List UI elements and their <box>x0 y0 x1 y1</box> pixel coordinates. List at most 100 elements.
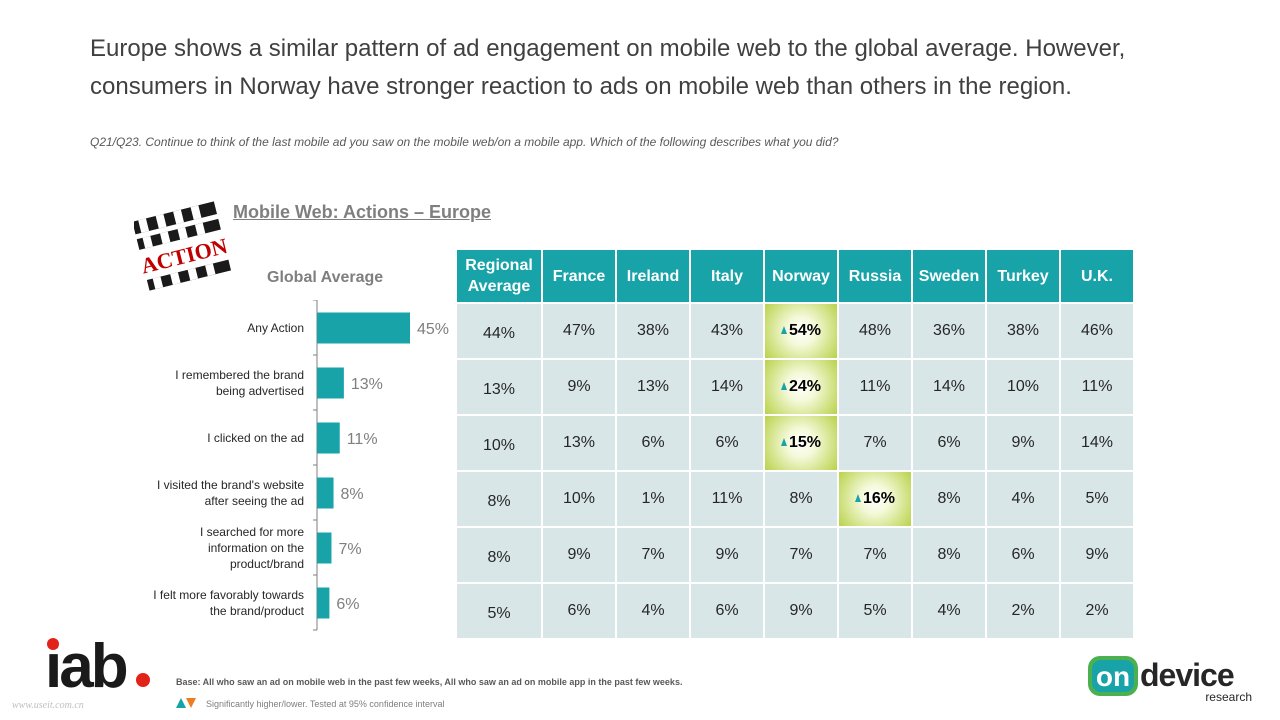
column-header: Regional Average <box>457 250 541 302</box>
table-row: 44% 47% 38% 43% 54% 48% 36% 38% 46% <box>457 304 1133 358</box>
significantly-higher-icon <box>780 382 787 390</box>
ondevice-logo-device: device <box>1140 657 1234 693</box>
action-clapperboard-icon: ACTION <box>134 201 232 291</box>
ondevice-logo-research: research <box>1205 690 1252 704</box>
arrow-down-icon <box>186 698 196 708</box>
table-cell: 9% <box>691 528 763 582</box>
table-cell: 7% <box>617 528 689 582</box>
table-cell: 43% <box>691 304 763 358</box>
column-header: Sweden <box>913 250 985 302</box>
category-label: I searched for more information on the pro… <box>200 525 304 571</box>
regional-average-cell: 8% <box>457 528 541 582</box>
table-header-row: Regional Average France Ireland Italy Norway R… <box>457 250 1133 302</box>
table-cell: 4% <box>617 584 689 638</box>
table-cell: 38% <box>617 304 689 358</box>
bar-value-label: 11% <box>347 431 378 448</box>
column-header: Italy <box>691 250 763 302</box>
table-cell: 9% <box>543 360 615 414</box>
table-row: 8% 10% 1% 11% 8% 16% 8% 4% 5% <box>457 472 1133 526</box>
table-cell: 6% <box>913 416 985 470</box>
column-header: France <box>543 250 615 302</box>
table-cell: 5% <box>839 584 911 638</box>
table-cell: 47% <box>543 304 615 358</box>
table-cell: 48% <box>839 304 911 358</box>
chart-title: Mobile Web: Actions – Europe <box>233 202 492 222</box>
global-average-title: Global Average <box>267 269 384 286</box>
regional-average-cell: 5% <box>457 584 541 638</box>
column-header: Turkey <box>987 250 1059 302</box>
watermark: www.useit.com.cn <box>12 700 84 711</box>
table-cell: 15% <box>765 416 837 470</box>
base-note: Base: All who saw an ad on mobile web in… <box>176 677 683 687</box>
table-cell: 14% <box>1061 416 1133 470</box>
table-cell: 11% <box>691 472 763 526</box>
arrow-up-icon <box>176 698 186 708</box>
table-cell: 6% <box>543 584 615 638</box>
table-row: 8% 9% 7% 9% 7% 7% 8% 6% 9% <box>457 528 1133 582</box>
table-cell: 6% <box>617 416 689 470</box>
table-cell: 14% <box>691 360 763 414</box>
category-label: I visited the brand's website after seein… <box>157 478 304 508</box>
bar <box>317 477 334 509</box>
survey-question: Q21/Q23. Continue to think of the last m… <box>90 135 839 149</box>
ondevice-research-logo: on device research <box>1088 656 1252 704</box>
regional-table: Regional Average France Ireland Italy Norway R… <box>455 248 1135 640</box>
bar-value-label: 13% <box>351 376 383 393</box>
table-cell: 4% <box>987 472 1059 526</box>
table-cell: 36% <box>913 304 985 358</box>
bar <box>317 367 344 399</box>
category-label: I felt more favorably towards the brand/p… <box>153 588 304 618</box>
bar <box>317 422 340 454</box>
table-cell: 46% <box>1061 304 1133 358</box>
table-cell: 24% <box>765 360 837 414</box>
global-average-bar-chart: 45% Any Action 13% I remembered the brand be… <box>153 300 449 631</box>
table-row: 13% 9% 13% 14% 24% 11% 14% 10% 11% <box>457 360 1133 414</box>
table-cell: 7% <box>839 416 911 470</box>
bar-value-label: 6% <box>336 596 359 613</box>
table-cell: 10% <box>987 360 1059 414</box>
regional-average-cell: 13% <box>457 360 541 414</box>
column-header: U.K. <box>1061 250 1133 302</box>
table-cell: 8% <box>765 472 837 526</box>
significantly-higher-icon <box>780 438 787 446</box>
table-cell: 11% <box>839 360 911 414</box>
table-cell: 7% <box>765 528 837 582</box>
headline: Europe shows a similar pattern of ad eng… <box>90 35 1126 100</box>
table-cell: 6% <box>691 416 763 470</box>
table-cell: 8% <box>913 472 985 526</box>
table-row: 5% 6% 4% 6% 9% 5% 4% 2% 2% <box>457 584 1133 638</box>
regional-average-cell: 10% <box>457 416 541 470</box>
table-cell: 8% <box>913 528 985 582</box>
table-cell: 9% <box>987 416 1059 470</box>
significantly-higher-icon <box>854 494 861 502</box>
table-cell: 14% <box>913 360 985 414</box>
bar <box>317 532 332 564</box>
bar-value-label: 8% <box>341 486 364 503</box>
bar <box>317 312 410 344</box>
table-cell: 6% <box>987 528 1059 582</box>
significantly-higher-icon <box>780 326 787 334</box>
table-cell: 16% <box>839 472 911 526</box>
column-header: Ireland <box>617 250 689 302</box>
category-label: I clicked on the ad <box>207 431 304 445</box>
table-cell: 2% <box>1061 584 1133 638</box>
table-cell: 2% <box>987 584 1059 638</box>
table-cell: 5% <box>1061 472 1133 526</box>
table-cell: 10% <box>543 472 615 526</box>
significance-legend: Significantly higher/lower. Tested at 95… <box>176 698 444 709</box>
iab-logo: iab <box>45 635 150 695</box>
column-header: Russia <box>839 250 911 302</box>
table-cell: 9% <box>1061 528 1133 582</box>
table-cell: 11% <box>1061 360 1133 414</box>
table-cell: 9% <box>765 584 837 638</box>
column-header: Norway <box>765 250 837 302</box>
regional-average-cell: 44% <box>457 304 541 358</box>
iab-logo-text: iab <box>45 635 127 695</box>
table-cell: 13% <box>617 360 689 414</box>
bar-value-label: 45% <box>417 321 449 338</box>
table-cell: 13% <box>543 416 615 470</box>
category-label: I remembered the brand being advertised <box>175 368 304 398</box>
significance-legend-text: Significantly higher/lower. Tested at 95… <box>206 699 445 709</box>
table-cell: 38% <box>987 304 1059 358</box>
table-cell: 7% <box>839 528 911 582</box>
